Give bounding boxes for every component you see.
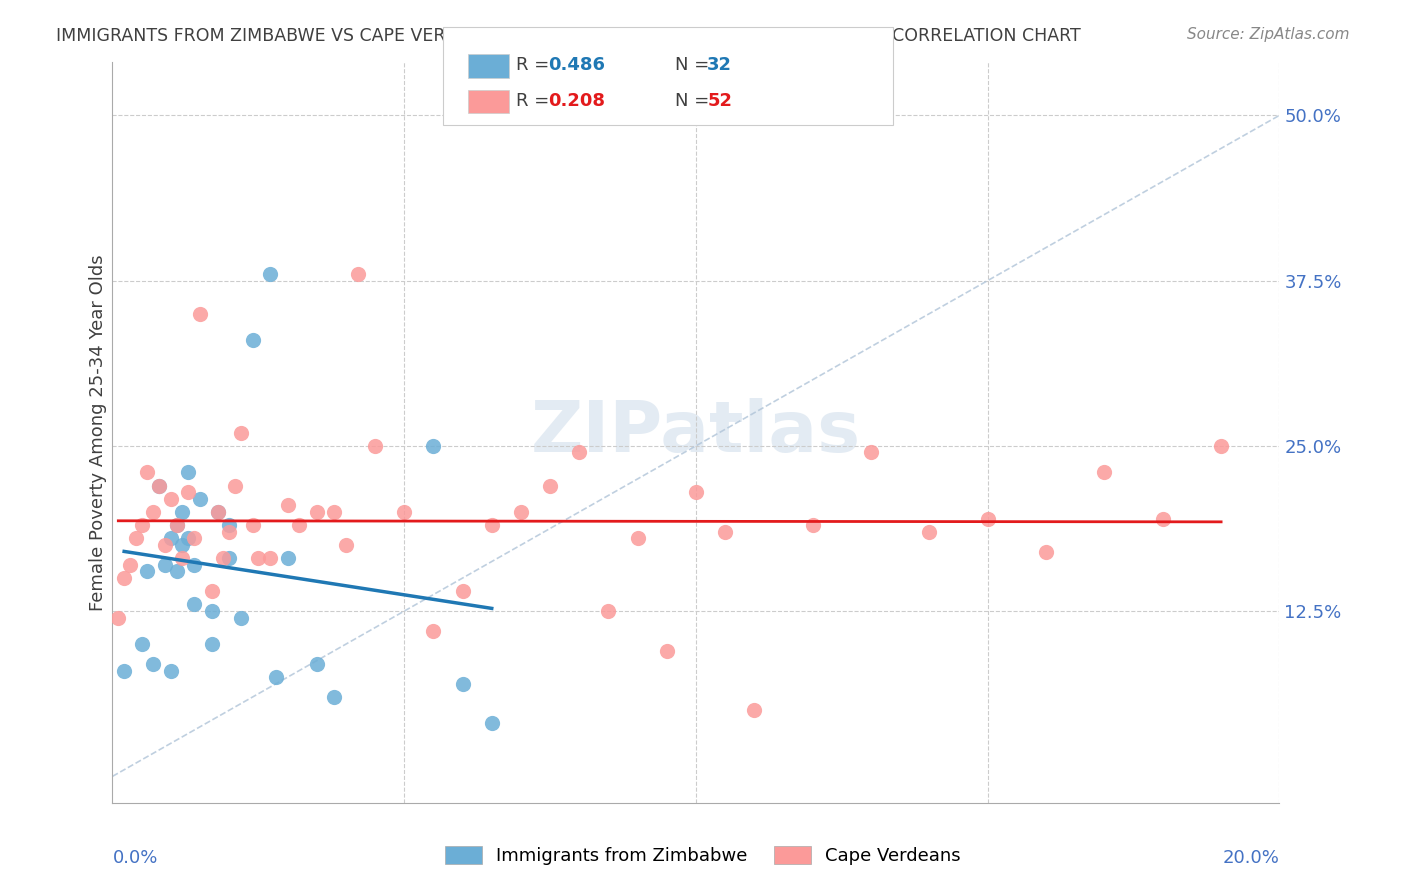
Text: N =: N = xyxy=(675,92,714,110)
Point xyxy=(212,551,235,566)
Point xyxy=(422,439,444,453)
Point xyxy=(422,624,444,638)
Point xyxy=(172,551,194,566)
Text: 0.486: 0.486 xyxy=(548,56,606,74)
Text: R =: R = xyxy=(516,92,555,110)
Point xyxy=(451,584,474,599)
Point xyxy=(201,637,224,651)
Point xyxy=(183,558,205,572)
Text: 0.0%: 0.0% xyxy=(112,849,157,867)
Point xyxy=(451,677,474,691)
Point xyxy=(188,491,211,506)
Point xyxy=(598,604,620,618)
Point xyxy=(568,445,591,459)
Point xyxy=(742,703,765,717)
Point xyxy=(160,532,183,546)
Point xyxy=(172,505,194,519)
Point xyxy=(976,511,998,525)
Text: 20.0%: 20.0% xyxy=(1223,849,1279,867)
Point xyxy=(801,518,824,533)
Point xyxy=(918,524,941,539)
Point xyxy=(364,439,387,453)
Point xyxy=(259,551,281,566)
Point xyxy=(112,664,135,678)
Text: 0.208: 0.208 xyxy=(548,92,606,110)
Point xyxy=(218,524,240,539)
Point xyxy=(183,598,205,612)
Point xyxy=(481,518,503,533)
Point xyxy=(153,558,176,572)
Point xyxy=(218,518,240,533)
Point xyxy=(346,267,368,281)
Text: N =: N = xyxy=(675,56,714,74)
Point xyxy=(242,518,264,533)
Point xyxy=(305,505,328,519)
Point xyxy=(218,551,240,566)
Point xyxy=(107,611,129,625)
Point xyxy=(481,716,503,731)
Point xyxy=(131,518,153,533)
Point xyxy=(1152,511,1174,525)
Text: Source: ZipAtlas.com: Source: ZipAtlas.com xyxy=(1187,27,1350,42)
Point xyxy=(177,465,200,479)
Text: ZIPatlas: ZIPatlas xyxy=(531,398,860,467)
Point xyxy=(627,532,650,546)
Point xyxy=(201,604,224,618)
Text: 32: 32 xyxy=(707,56,733,74)
Point xyxy=(153,538,176,552)
Point xyxy=(538,478,561,492)
Point xyxy=(323,690,346,704)
Point xyxy=(118,558,141,572)
Point xyxy=(177,485,200,500)
Point xyxy=(394,505,416,519)
Point xyxy=(288,518,311,533)
Point xyxy=(229,611,252,625)
Point xyxy=(247,551,270,566)
Point xyxy=(685,485,707,500)
Point xyxy=(201,584,224,599)
Text: 52: 52 xyxy=(707,92,733,110)
Legend: Immigrants from Zimbabwe, Cape Verdeans: Immigrants from Zimbabwe, Cape Verdeans xyxy=(436,837,970,874)
Point xyxy=(655,644,678,658)
Text: R =: R = xyxy=(516,56,555,74)
Point xyxy=(229,425,252,440)
Point xyxy=(1094,465,1116,479)
Point xyxy=(259,267,281,281)
Point xyxy=(148,478,170,492)
Point xyxy=(276,551,298,566)
Point xyxy=(172,538,194,552)
Point xyxy=(276,499,298,513)
Point xyxy=(160,664,183,678)
Point xyxy=(160,491,183,506)
Point xyxy=(142,505,165,519)
Point xyxy=(112,571,135,585)
Point xyxy=(131,637,153,651)
Point xyxy=(188,307,211,321)
Point xyxy=(264,670,287,684)
Point xyxy=(509,505,531,519)
Point xyxy=(207,505,229,519)
Point xyxy=(305,657,328,671)
Point xyxy=(125,532,148,546)
Point xyxy=(166,565,188,579)
Point xyxy=(136,565,159,579)
Point xyxy=(142,657,165,671)
Point xyxy=(166,518,188,533)
Point xyxy=(207,505,229,519)
Point xyxy=(860,445,883,459)
Point xyxy=(242,333,264,347)
Point xyxy=(136,465,159,479)
Point xyxy=(714,524,737,539)
Point xyxy=(1209,439,1232,453)
Point xyxy=(224,478,246,492)
Text: IMMIGRANTS FROM ZIMBABWE VS CAPE VERDEAN FEMALE POVERTY AMONG 25-34 YEAR OLDS CO: IMMIGRANTS FROM ZIMBABWE VS CAPE VERDEAN… xyxy=(56,27,1081,45)
Text: Female Poverty Among 25-34 Year Olds: Female Poverty Among 25-34 Year Olds xyxy=(90,254,107,611)
Point xyxy=(323,505,346,519)
Point xyxy=(1035,544,1057,558)
Point xyxy=(335,538,357,552)
Point xyxy=(148,478,170,492)
Point xyxy=(166,518,188,533)
Point xyxy=(177,532,200,546)
Point xyxy=(183,532,205,546)
